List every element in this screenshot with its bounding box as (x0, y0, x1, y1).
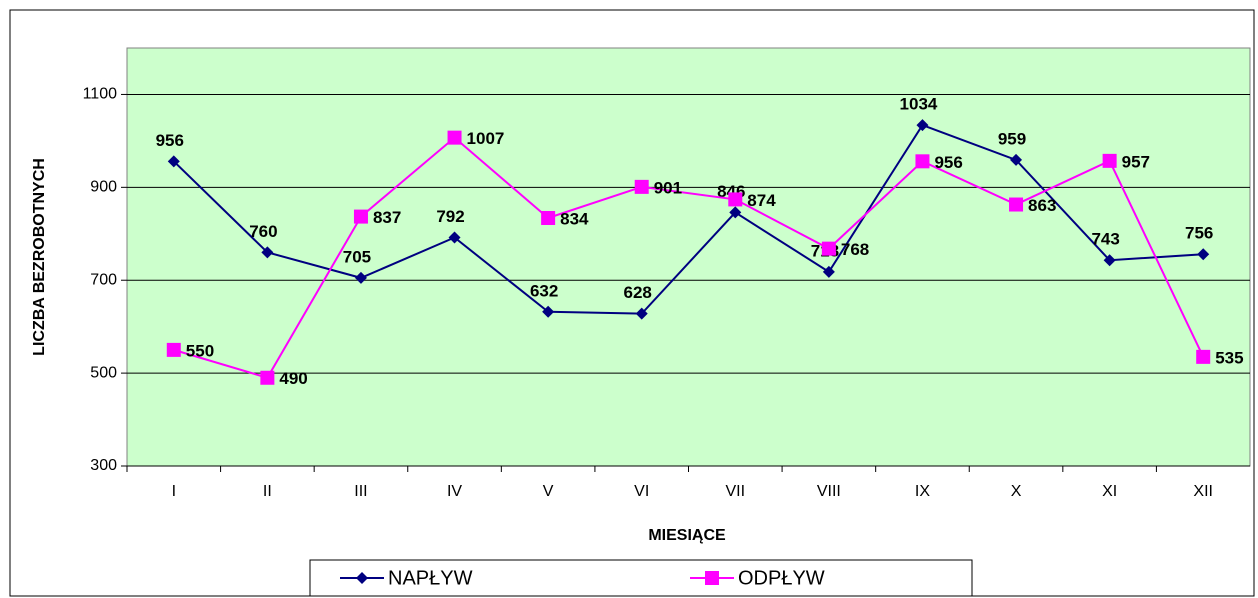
point (1196, 349, 1211, 364)
data-label: 760 (249, 222, 277, 241)
data-label: 705 (343, 247, 371, 266)
point (1102, 153, 1117, 168)
legend-label: ODPŁYW (738, 567, 825, 589)
point (729, 206, 742, 219)
data-label: 1007 (467, 129, 505, 148)
data-label: 756 (1185, 224, 1213, 243)
data-label: 632 (530, 281, 558, 300)
x-tick-label: IX (915, 483, 930, 500)
data-label: 956 (934, 153, 962, 172)
point (635, 307, 648, 320)
point (542, 305, 555, 318)
y-tick-label: 900 (90, 179, 117, 196)
data-label: 743 (1091, 230, 1119, 249)
point (821, 241, 836, 256)
legend-marker (705, 571, 719, 585)
plot-area (126, 47, 1251, 467)
point (541, 210, 556, 225)
data-label: 535 (1215, 348, 1243, 367)
data-label: 792 (436, 207, 464, 226)
x-tick-label: IV (447, 483, 462, 500)
legend (309, 559, 973, 597)
point (822, 265, 835, 278)
point (634, 179, 649, 194)
point (1197, 248, 1210, 261)
point (916, 119, 929, 132)
legend-marker (356, 572, 368, 584)
data-label: 956 (156, 131, 184, 150)
point (166, 342, 181, 357)
data-label: 1034 (900, 95, 938, 114)
point (353, 209, 368, 224)
x-tick-label: V (543, 483, 554, 500)
x-tick-label: VII (726, 483, 746, 500)
point (448, 231, 461, 244)
data-label: 628 (624, 283, 652, 302)
point (261, 246, 274, 259)
data-label: 834 (560, 209, 589, 228)
point (728, 192, 743, 207)
series-line (173, 136, 1205, 379)
point (167, 155, 180, 168)
point (260, 370, 275, 385)
data-label: 490 (279, 369, 307, 388)
data-label: 863 (1028, 196, 1056, 215)
data-label: 550 (186, 341, 214, 360)
x-tick-label: I (172, 483, 176, 500)
data-label: 768 (841, 240, 869, 259)
data-label: 837 (373, 208, 401, 227)
data-label: 901 (654, 178, 682, 197)
point (915, 154, 930, 169)
point (354, 271, 367, 284)
x-tick-label: XI (1102, 483, 1117, 500)
x-tick-label: XII (1193, 483, 1213, 500)
y-tick-label: 300 (90, 457, 117, 474)
legend-label: NAPŁYW (388, 567, 473, 589)
point (447, 130, 462, 145)
x-axis-title: MIESIĄCE (648, 527, 726, 544)
point (1103, 254, 1116, 267)
x-tick-label: VIII (817, 483, 841, 500)
x-tick-label: X (1011, 483, 1022, 500)
x-tick-label: III (354, 483, 367, 500)
y-tick-label: 500 (90, 364, 117, 381)
point (1009, 197, 1024, 212)
y-axis-title: LICZBA BEZROBOTNYCH (31, 158, 48, 356)
data-label: 874 (747, 191, 776, 210)
data-label: 957 (1122, 152, 1150, 171)
data-label: 959 (998, 129, 1026, 148)
x-tick-label: II (263, 483, 272, 500)
y-tick-label: 700 (90, 271, 117, 288)
point (1010, 153, 1023, 166)
x-tick-label: VI (634, 483, 649, 500)
y-tick-label: 1100 (83, 86, 118, 103)
series-line (173, 123, 1204, 315)
